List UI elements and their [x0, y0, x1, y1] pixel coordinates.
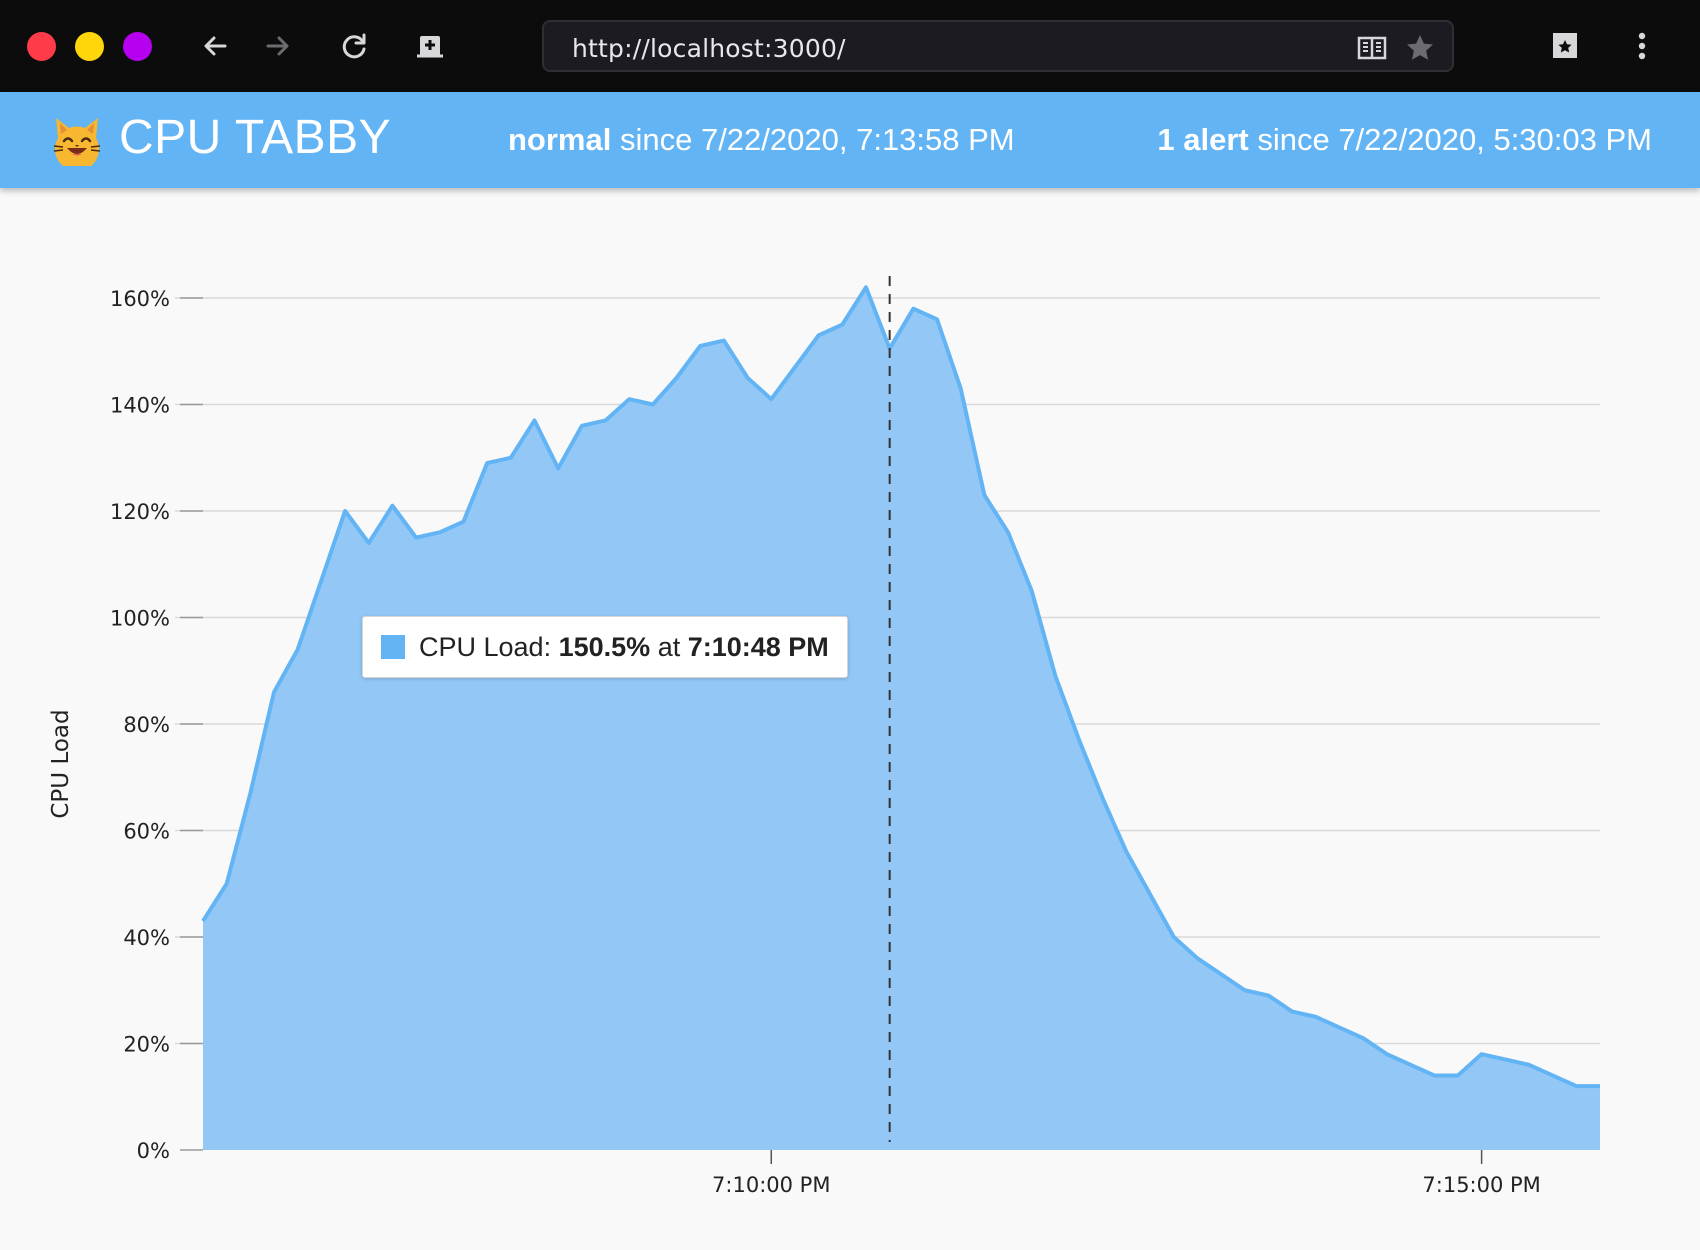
current-status: normal since 7/22/2020, 7:13:58 PM [508, 122, 1015, 158]
chart-svg[interactable]: 0% 20% 40% 60% 80% 100% 120% 140% 160% 7:10:00 PM… [0, 188, 1700, 1250]
tooltip-at: at [657, 631, 681, 662]
tooltip-value: 150.5% [558, 631, 651, 662]
url-bar[interactable]: http://localhost:3000/ [542, 20, 1454, 72]
y-tick-label: 120% [110, 500, 170, 524]
status-state: normal [508, 122, 612, 157]
minimize-window-dot[interactable] [75, 32, 104, 61]
y-tick-label: 100% [110, 607, 170, 631]
y-tick-label: 140% [110, 394, 170, 418]
app-header: CPU TABBY normal since 7/22/2020, 7:13:5… [0, 92, 1700, 188]
reader-view-icon[interactable] [1356, 32, 1388, 64]
y-tick-label: 160% [110, 287, 170, 311]
y-tick-label: 20% [123, 1033, 170, 1057]
tooltip-label: CPU Load: [419, 631, 552, 662]
alerts-count: 1 alert [1157, 122, 1249, 157]
status-since: since 7/22/2020, 7:13:58 PM [611, 122, 1015, 157]
cpu-load-chart[interactable]: 0% 20% 40% 60% 80% 100% 120% 140% 160% 7:10:00 PM… [0, 188, 1700, 1250]
x-tick-label: 7:15:00 PM [1422, 1173, 1540, 1197]
maximize-window-dot[interactable] [123, 32, 152, 61]
reload-icon[interactable] [334, 26, 374, 66]
bookmark-star-icon[interactable] [1404, 32, 1436, 64]
chart-tooltip: CPU Load: 150.5% at 7:10:48 PM [362, 616, 848, 678]
browser-toolbar: http://localhost:3000/ [0, 0, 1700, 92]
url-text[interactable]: http://localhost:3000/ [572, 34, 846, 63]
back-arrow-icon[interactable] [195, 26, 235, 66]
y-tick-label: 80% [123, 713, 170, 737]
cpu-load-area [203, 287, 1600, 1151]
y-tick-label: 60% [123, 820, 170, 844]
alerts-status: 1 alert since 7/22/2020, 5:30:03 PM [1157, 122, 1652, 158]
cpu-load-line [201, 285, 1600, 1089]
app-title: CPU TABBY [119, 111, 392, 164]
tooltip-time: 7:10:48 PM [687, 631, 829, 662]
alerts-since: since 7/22/2020, 5:30:03 PM [1248, 122, 1652, 157]
y-tick-label: 0% [137, 1139, 170, 1163]
forward-arrow-icon[interactable] [258, 26, 298, 66]
cat-face-icon [53, 118, 101, 166]
menu-kebab-icon[interactable] [1622, 26, 1662, 66]
add-tab-icon[interactable] [410, 26, 450, 66]
close-window-dot[interactable] [27, 32, 56, 61]
series-swatch [381, 635, 405, 659]
bookmarks-library-icon[interactable] [1545, 26, 1585, 66]
y-axis-label: CPU Load [48, 709, 74, 818]
y-tick-label: 40% [123, 926, 170, 950]
x-tick-label: 7:10:00 PM [712, 1173, 830, 1197]
